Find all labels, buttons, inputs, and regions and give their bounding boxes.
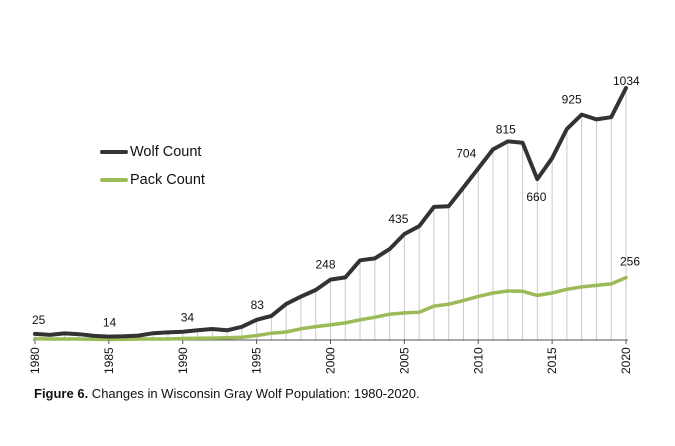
figure-label: Figure 6. [34, 386, 89, 401]
x-tick-label: 1985 [102, 347, 116, 374]
pack-count-legend-label: Pack Count [130, 172, 205, 188]
legend-item-pack-count: Pack Count [100, 166, 205, 194]
data-label-wolf-count-2000: 248 [316, 258, 336, 272]
data-label-wolf-count-2020: 1034 [613, 74, 640, 88]
data-label-wolf-count-1985: 14 [103, 316, 117, 330]
caption-text: Changes in Wisconsin Gray Wolf Populatio… [88, 386, 420, 401]
legend: Wolf Count Pack Count [100, 138, 205, 194]
x-tick-label: 2005 [397, 347, 411, 374]
series-line-pack-count [33, 275, 628, 342]
x-tick-labels: 1980 1985 1990 1995 2000 2005 2010 2015 2020 [28, 340, 633, 374]
x-tick-label: 1980 [28, 347, 42, 374]
series-lines [33, 86, 628, 342]
pack-count-swatch [100, 178, 128, 182]
data-label-wolf-count-1980: 25 [32, 313, 46, 327]
data-label-wolf-count-2010: 704 [456, 146, 476, 160]
vertical-gridlines [34, 88, 627, 340]
x-tick-label: 2000 [324, 347, 338, 374]
data-label-pack-count-2020: 256 [620, 255, 640, 269]
legend-item-wolf-count: Wolf Count [100, 138, 205, 166]
wolf-count-legend-label: Wolf Count [130, 144, 202, 160]
data-label-wolf-count-2014: 660 [526, 190, 546, 204]
data-label-wolf-count-1995: 83 [251, 298, 265, 312]
data-label-wolf-count-2005: 435 [388, 212, 408, 226]
x-tick-label: 2010 [471, 347, 485, 374]
x-tick-label: 2020 [619, 347, 633, 374]
data-label-wolf-count-1990: 34 [181, 311, 195, 325]
wolf-count-swatch [100, 150, 128, 154]
data-labels: 25 14 34 83 248 435 704 815 660 925 1034 256 [32, 74, 640, 330]
data-label-wolf-count-2017: 925 [562, 93, 582, 107]
figure-caption: Figure 6. Changes in Wisconsin Gray Wolf… [34, 386, 420, 401]
x-tick-label: 1995 [250, 347, 264, 374]
x-tick-label: 1990 [176, 347, 190, 374]
x-tick-label: 2015 [545, 347, 559, 374]
data-label-wolf-count-2012: 815 [496, 122, 516, 136]
series-line-wolf-count [33, 86, 628, 339]
